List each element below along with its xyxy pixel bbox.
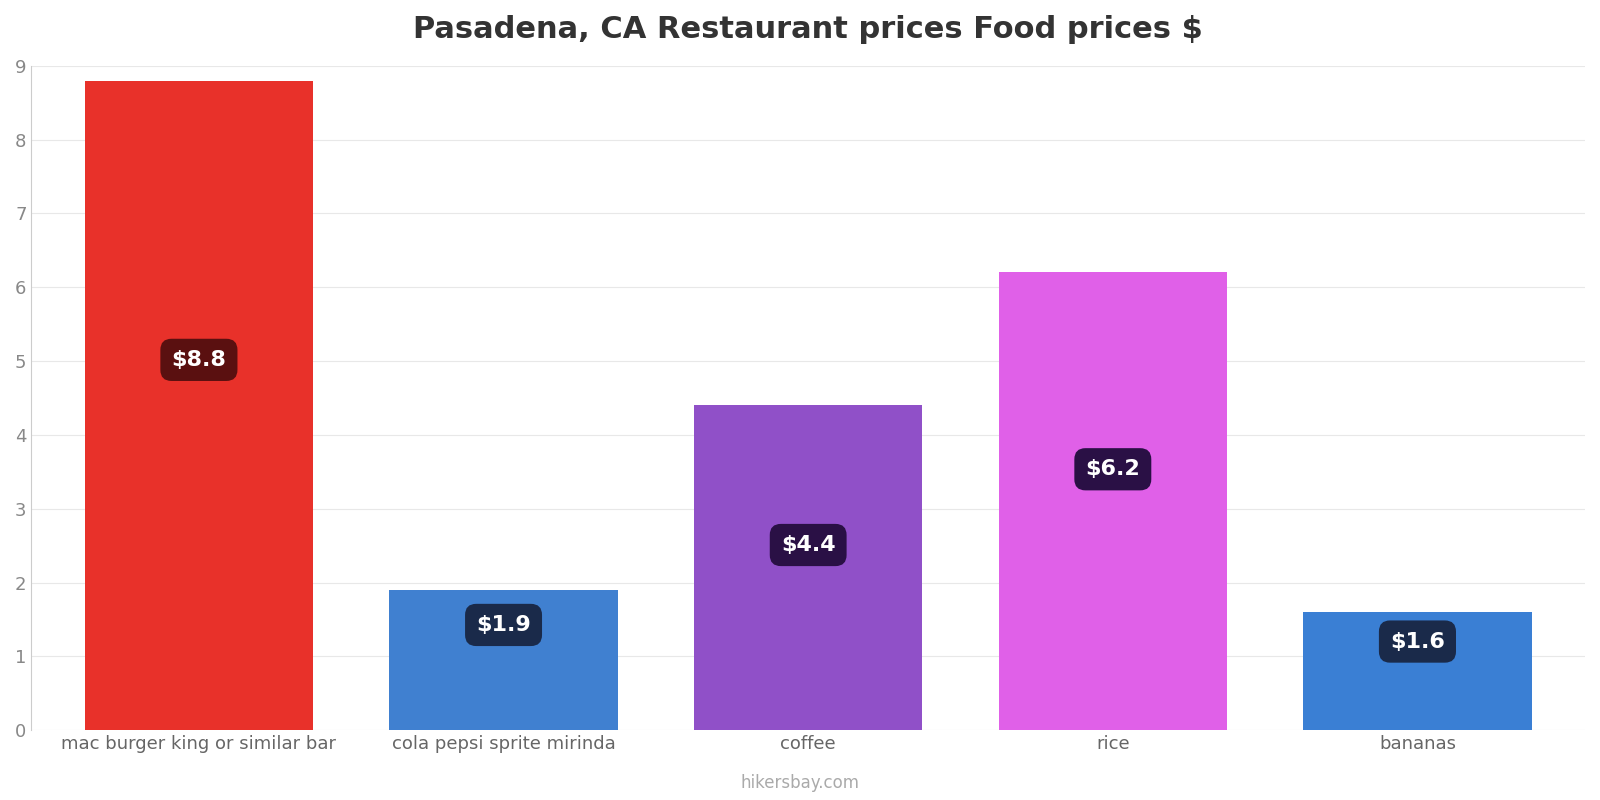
- Bar: [85, 81, 314, 730]
- Text: $1.6: $1.6: [1390, 631, 1445, 651]
- Text: $4.4: $4.4: [781, 535, 835, 555]
- Text: $1.9: $1.9: [477, 615, 531, 635]
- Bar: [694, 406, 923, 730]
- Bar: [998, 273, 1227, 730]
- Text: $8.8: $8.8: [171, 350, 226, 370]
- Title: Pasadena, CA Restaurant prices Food prices $: Pasadena, CA Restaurant prices Food pric…: [413, 15, 1203, 44]
- Bar: [389, 590, 618, 730]
- Text: $6.2: $6.2: [1085, 459, 1141, 479]
- Text: hikersbay.com: hikersbay.com: [741, 774, 859, 792]
- Bar: [1304, 612, 1531, 730]
